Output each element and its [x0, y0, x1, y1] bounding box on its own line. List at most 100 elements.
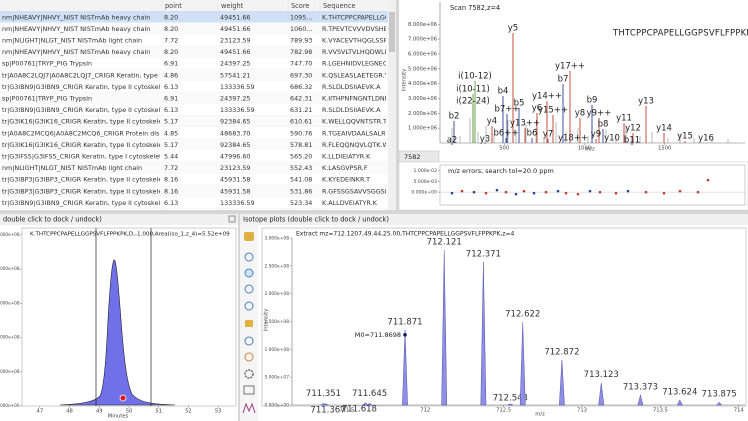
error-point: [598, 190, 602, 194]
error-point: [495, 188, 499, 192]
x-tick-label: 51: [155, 409, 162, 415]
ion-label: i(22-24): [456, 97, 490, 107]
splitter[interactable]: [238, 214, 240, 421]
table-row[interactable]: [0, 45, 388, 58]
table-row[interactable]: [0, 69, 388, 81]
x-tick-label: 49: [96, 409, 103, 415]
ion-label: y13++: [510, 119, 540, 129]
peak-label: 713.624: [662, 387, 697, 397]
chromatogram-peak: [59, 259, 176, 406]
table-cell: 23123.59: [220, 37, 251, 45]
table-row[interactable]: [0, 80, 388, 93]
table-row[interactable]: [0, 127, 388, 139]
error-point: [678, 189, 682, 193]
table-row[interactable]: [0, 185, 388, 197]
y-tick-label: 8.000e+06: [408, 22, 437, 28]
spectrum-plot: 1.000e+06 2.000e+06 3.000e+06 4.000e+06 5.00…: [408, 2, 745, 152]
table-cell: 49451.66: [220, 13, 251, 21]
table-cell: 4.85: [164, 129, 178, 137]
table-row[interactable]: [0, 57, 388, 69]
tool-button[interactable]: [245, 320, 253, 327]
x-tick-label: 52: [185, 409, 192, 415]
pane-titlebar[interactable]: [0, 214, 238, 225]
error-point: [576, 192, 580, 196]
table-cell: R.TGEAIVDAALSALR.Q: [322, 129, 392, 137]
isotope-peak: [507, 403, 514, 406]
table-row[interactable]: [0, 161, 388, 174]
table-row[interactable]: [0, 196, 388, 209]
pane-titlebar[interactable]: [240, 214, 748, 225]
table-row[interactable]: [0, 103, 388, 116]
x-tick-label: 712: [420, 408, 430, 414]
error-point: [556, 189, 560, 193]
peak-label: 711.367: [310, 405, 345, 415]
y-tick-label: 5.000e+07: [264, 375, 289, 381]
tool-button[interactable]: [244, 284, 254, 294]
x-axis-label: m/z: [585, 147, 595, 153]
table-row[interactable]: [0, 138, 388, 151]
error-point: [706, 178, 710, 182]
scrollbar-thumb[interactable]: [389, 12, 395, 52]
ion-label: i(10-12): [458, 72, 492, 82]
splitter[interactable]: [0, 210, 748, 214]
table-row[interactable]: [0, 22, 388, 35]
table-cell: 24397.25: [220, 95, 251, 103]
table-cell: K.VYACEVTHQGLSSPVTK...: [322, 37, 406, 45]
ion-label: a2: [447, 136, 458, 146]
tool-button[interactable]: [244, 301, 254, 311]
column-header[interactable]: Score: [291, 2, 309, 10]
x-tick-label: 711.5: [339, 408, 354, 414]
table-cell: R.SLDLDSIIAEVK.A: [322, 83, 381, 91]
table-row[interactable]: [0, 34, 388, 46]
error-point: [564, 191, 568, 195]
tab-label[interactable]: 7582: [404, 153, 421, 161]
table-row[interactable]: [0, 150, 388, 162]
isotope-peak: [366, 403, 374, 406]
ion-label: b6++: [493, 129, 518, 139]
isotope-peak: [559, 359, 565, 406]
pane-title: Isotope plots (double click to dock / un…: [243, 216, 389, 224]
table-row[interactable]: [0, 173, 388, 185]
ion-label: b2: [449, 112, 460, 122]
error-point: [662, 191, 666, 195]
splitter[interactable]: [396, 0, 399, 212]
dock-button[interactable]: [228, 215, 236, 223]
table-cell: K.IITHPNFNGNTLDNDIM...: [322, 95, 403, 103]
x-tick-label: 500: [499, 146, 509, 152]
y-tick-label: 4.000e+06: [408, 81, 437, 87]
column-header[interactable]: Sequence: [323, 2, 356, 10]
table-row[interactable]: [0, 92, 388, 104]
x-tick-label: 47: [37, 409, 44, 415]
table-cell: 8.20: [164, 25, 178, 33]
tool-button[interactable]: [244, 369, 254, 379]
chromatogram-axes: [21, 227, 237, 407]
tool-button[interactable]: [244, 336, 254, 346]
chromatogram-title: K.THTCPPCPAPELLGGPSVFLFPPKPK,D,-1.000,Ar…: [30, 232, 230, 238]
column-header[interactable]: point: [165, 2, 182, 10]
y-tick-label: 5.000e+06: [408, 66, 437, 72]
peak-label: 712.121: [427, 238, 462, 248]
ion-label: y8: [575, 109, 585, 119]
table-cell: 686.32: [290, 83, 312, 91]
table-cell: tr|G3IBN9|G3IBN9_CRIGR Keratin, type II …: [2, 106, 170, 114]
y-tick-label: 1.000e+08: [264, 347, 289, 353]
tool-button[interactable]: [242, 402, 256, 414]
y-tick-label: 2.000e+08: [264, 291, 289, 297]
x-axis-label: m/z: [535, 412, 545, 418]
tool-button[interactable]: [244, 232, 254, 241]
ion-label: i(10-11): [456, 85, 490, 95]
table-cell: K.QSLEASLAETEGR.Y: [322, 71, 389, 79]
y-tick-label: 5.000e+08: [0, 232, 20, 237]
table-row[interactable]: [0, 11, 388, 23]
tool-button[interactable]: [244, 252, 254, 262]
table-row[interactable]: [0, 115, 388, 127]
table-cell: tr|G3IBN9|G3IBN9_CRIGR Keratin, type II …: [2, 83, 170, 91]
error-point: [472, 190, 476, 194]
tool-button[interactable]: [244, 268, 254, 278]
table-cell: K.LASGVPSR.F: [322, 164, 368, 172]
tool-button[interactable]: [243, 385, 255, 395]
tool-button[interactable]: [244, 352, 254, 362]
scrollbar[interactable]: [388, 0, 396, 210]
column-header[interactable]: weight: [221, 2, 244, 10]
table-cell: tr|G3IBP3|G3IBP3_CRIGR Keratin, type II …: [2, 187, 168, 195]
